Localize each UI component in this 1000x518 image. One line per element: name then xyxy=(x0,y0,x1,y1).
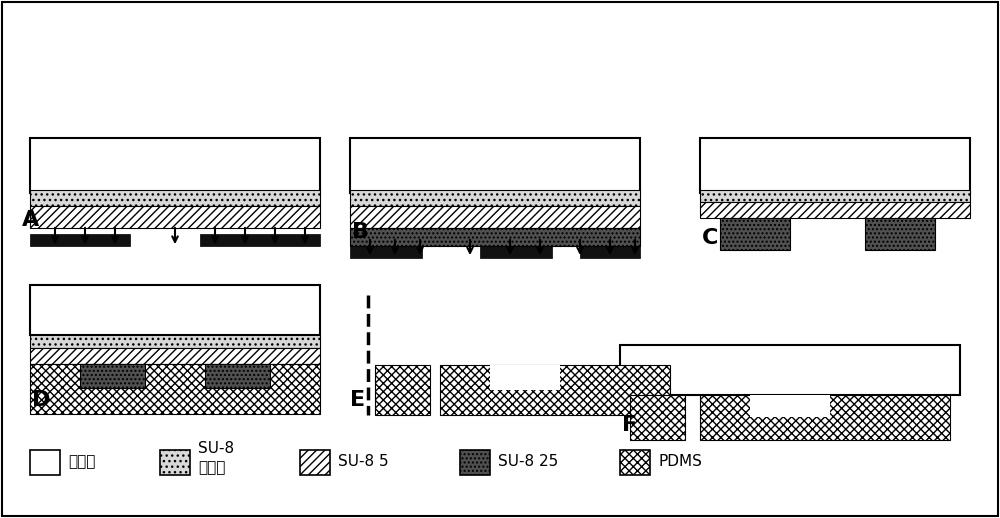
Bar xyxy=(720,218,790,250)
Bar xyxy=(865,218,935,250)
Bar xyxy=(620,345,960,395)
Bar xyxy=(300,450,330,475)
Text: 玻璃片: 玻璃片 xyxy=(68,454,95,469)
Text: F: F xyxy=(622,415,637,435)
Text: SU-8 25: SU-8 25 xyxy=(498,454,558,469)
Bar xyxy=(490,365,560,390)
Text: SU-8 5: SU-8 5 xyxy=(338,454,389,469)
Bar xyxy=(350,190,640,206)
Text: B: B xyxy=(352,222,369,242)
Text: C: C xyxy=(702,228,718,248)
Bar xyxy=(30,348,320,364)
Bar xyxy=(350,246,422,258)
Bar xyxy=(30,206,320,228)
Text: E: E xyxy=(350,390,365,410)
Bar xyxy=(375,365,430,415)
Text: PDMS: PDMS xyxy=(658,454,702,469)
Bar xyxy=(630,395,685,440)
Bar xyxy=(30,335,320,348)
Bar xyxy=(80,364,145,388)
Bar xyxy=(205,364,270,388)
Bar xyxy=(750,395,830,417)
Text: A: A xyxy=(22,210,39,230)
Bar xyxy=(30,190,320,206)
Bar xyxy=(350,138,640,193)
Bar xyxy=(620,450,650,475)
Bar xyxy=(30,138,320,193)
Bar xyxy=(350,228,640,246)
Bar xyxy=(700,395,950,440)
Bar xyxy=(440,365,670,415)
Bar xyxy=(200,234,320,246)
Bar xyxy=(30,234,130,246)
Bar xyxy=(700,138,970,193)
Bar xyxy=(160,450,190,475)
Bar xyxy=(480,246,552,258)
Bar xyxy=(580,246,640,258)
Bar xyxy=(30,364,320,414)
Bar xyxy=(700,202,970,218)
Bar xyxy=(350,206,640,228)
Bar xyxy=(460,450,490,475)
Text: D: D xyxy=(32,390,50,410)
Bar xyxy=(700,190,970,202)
Bar xyxy=(30,285,320,335)
Text: SU-8
种子层: SU-8 种子层 xyxy=(198,441,234,475)
Bar xyxy=(30,450,60,475)
